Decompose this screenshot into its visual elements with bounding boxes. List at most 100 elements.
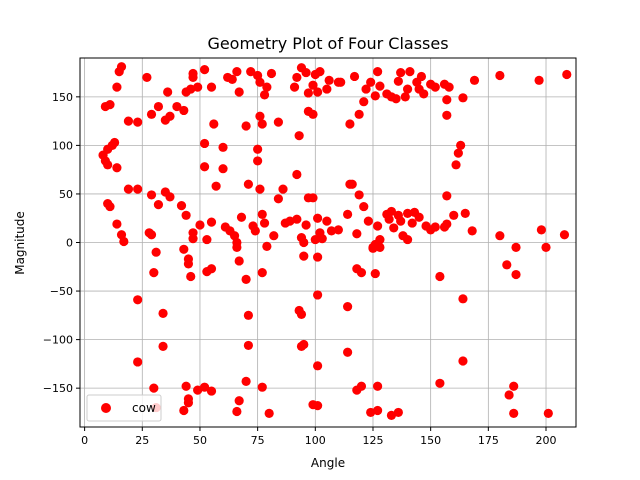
legend-label-cow: cow [132,401,156,415]
data-point-cow [469,75,480,85]
data-point-cow [393,407,403,418]
data-point-cow [333,225,343,235]
data-point-cow [347,179,357,189]
x-tick-label: 125 [362,434,383,447]
data-point-cow [396,67,406,78]
data-point-cow [315,66,325,77]
y-tick-label: 150 [52,91,73,104]
data-point-cow [269,231,279,241]
y-tick-label: 0 [66,237,73,250]
y-tick-label: 50 [59,188,73,201]
y-tick-label: 100 [52,139,73,152]
data-point-cow [232,242,242,252]
x-tick-label: 100 [305,434,326,447]
data-point-cow [391,94,401,104]
data-point-cow [296,309,307,319]
data-point-cow [303,88,313,98]
data-point-cow [243,340,254,351]
data-point-cow [255,77,265,87]
data-point-cow [442,191,452,201]
data-point-cow [384,214,394,224]
chart-title: Geometry Plot of Four Classes [207,34,448,53]
data-point-cow [262,241,272,251]
data-point-cow [458,356,468,366]
data-point-cow [209,119,219,129]
data-point-cow [234,87,244,97]
data-point-cow [119,236,129,247]
data-point-cow [105,201,115,212]
data-point-cow [149,268,159,278]
data-point-cow [257,382,267,392]
data-point-cow [322,84,332,94]
data-point-cow [253,144,263,154]
data-point-cow [257,268,267,278]
data-point-cow [495,70,505,81]
data-point-cow [559,230,570,240]
data-point-cow [400,92,410,102]
data-point-cow [511,242,521,252]
y-axis-label: Magnitude [13,211,27,275]
data-point-cow [442,95,452,105]
data-point-cow [370,91,380,101]
data-point-cow [402,208,413,218]
data-point-cow [103,160,113,170]
data-point-cow [206,264,217,274]
axis-ticks: 0 25 50 75 100 125 150 175 200 −150 −100 −50 0 50 100 1… [43,91,557,447]
data-point-cow [308,80,318,90]
data-point-cow [299,251,309,261]
data-point-cow [495,231,505,241]
data-point-cow [393,76,403,86]
x-tick-label: 150 [420,434,441,447]
legend: cow [86,394,162,422]
data-point-cow [110,137,120,148]
data-point-cow [343,347,353,357]
data-point-cow [255,184,265,194]
data-point-cow [373,381,383,391]
data-point-cow [202,234,212,245]
data-point-cow [253,156,263,166]
data-point-cow [273,117,283,127]
data-point-cow [112,82,122,92]
data-point-cow [232,66,242,77]
data-point-cow [442,219,452,229]
data-point-cow [504,390,514,400]
data-point-cow [206,82,217,92]
data-point-cow [375,242,385,252]
data-point-cow [349,71,360,82]
data-point-cow [292,169,302,180]
data-point-cow [181,381,191,391]
data-point-cow [435,378,445,388]
data-point-cow [179,405,189,416]
data-point-cow [359,97,369,107]
data-point-cow [183,398,194,408]
data-point-cow [193,385,203,395]
data-point-cow [460,208,470,218]
data-point-cow [541,242,551,252]
data-point-cow [285,216,295,226]
data-point-cow [405,66,415,77]
data-point-cow [278,184,288,194]
data-point-cow [458,93,468,103]
data-point-cow [313,361,323,371]
data-point-cow [158,308,168,318]
data-point-cow [266,68,277,79]
data-points [98,62,572,420]
data-point-cow [257,209,267,219]
data-point-cow [206,217,217,227]
data-point-cow [511,269,521,280]
data-point-cow [186,84,196,94]
data-point-cow [534,75,544,85]
data-point-cow [301,67,311,78]
data-point-cow [181,210,191,220]
data-point-cow [354,190,364,200]
data-point-cow [509,381,519,391]
data-point-cow [449,210,459,220]
data-point-cow [343,301,353,312]
data-point-cow [386,410,397,420]
data-point-cow [453,148,463,158]
data-point-cow [366,407,376,418]
data-point-cow [133,295,143,305]
legend-box [86,394,162,422]
data-point-cow [313,87,323,97]
data-point-cow [313,252,323,262]
